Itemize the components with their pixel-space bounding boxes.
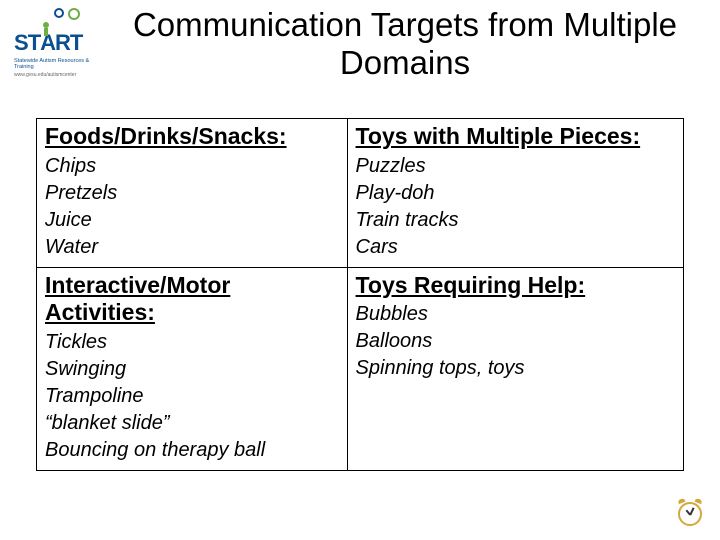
list-item: Juice: [45, 207, 339, 234]
list-item: Water: [45, 234, 339, 261]
list-item: Swinging: [45, 356, 339, 383]
start-logo: START Statewide Autism Resources & Train…: [14, 18, 100, 88]
list-item: Balloons: [356, 328, 675, 355]
cell-foods: Foods/Drinks/Snacks: Chips Pretzels Juic…: [37, 119, 348, 268]
logo-tagline: Statewide Autism Resources & Training: [14, 58, 100, 70]
logo-circles-icon: [54, 8, 80, 20]
cell-motor: Interactive/Motor Activities: Tickles Sw…: [37, 267, 348, 470]
logo-person-icon: [42, 22, 50, 36]
cell-heading: Toys Requiring Help:: [356, 272, 675, 300]
cell-heading: Foods/Drinks/Snacks:: [45, 123, 339, 151]
logo-wordmark: START: [14, 18, 100, 56]
list-item: Chips: [45, 153, 339, 180]
list-item: Train tracks: [356, 207, 675, 234]
list-item: Play-doh: [356, 180, 675, 207]
list-item: Tickles: [45, 329, 339, 356]
table-row: Interactive/Motor Activities: Tickles Sw…: [37, 267, 684, 470]
logo-url: www.gvsu.edu/autismcenter: [14, 72, 100, 78]
domains-table: Foods/Drinks/Snacks: Chips Pretzels Juic…: [36, 118, 684, 471]
list-item: Trampoline: [45, 383, 339, 410]
cell-heading: Interactive/Motor Activities:: [45, 272, 339, 327]
table-row: Foods/Drinks/Snacks: Chips Pretzels Juic…: [37, 119, 684, 268]
list-item: Spinning tops, toys: [356, 355, 675, 382]
list-item: Bubbles: [356, 301, 675, 328]
list-item: Bouncing on therapy ball: [45, 437, 339, 464]
cell-heading: Toys with Multiple Pieces:: [356, 123, 675, 151]
slide-title: Communication Targets from Multiple Doma…: [110, 6, 700, 82]
list-item: “blanket slide”: [45, 410, 339, 437]
alarm-clock-icon: [676, 502, 704, 530]
list-item: Puzzles: [356, 153, 675, 180]
cell-toys-help: Toys Requiring Help: Bubbles Balloons Sp…: [347, 267, 683, 470]
list-item: Cars: [356, 234, 675, 261]
cell-toys-pieces: Toys with Multiple Pieces: Puzzles Play-…: [347, 119, 683, 268]
list-item: Pretzels: [45, 180, 339, 207]
